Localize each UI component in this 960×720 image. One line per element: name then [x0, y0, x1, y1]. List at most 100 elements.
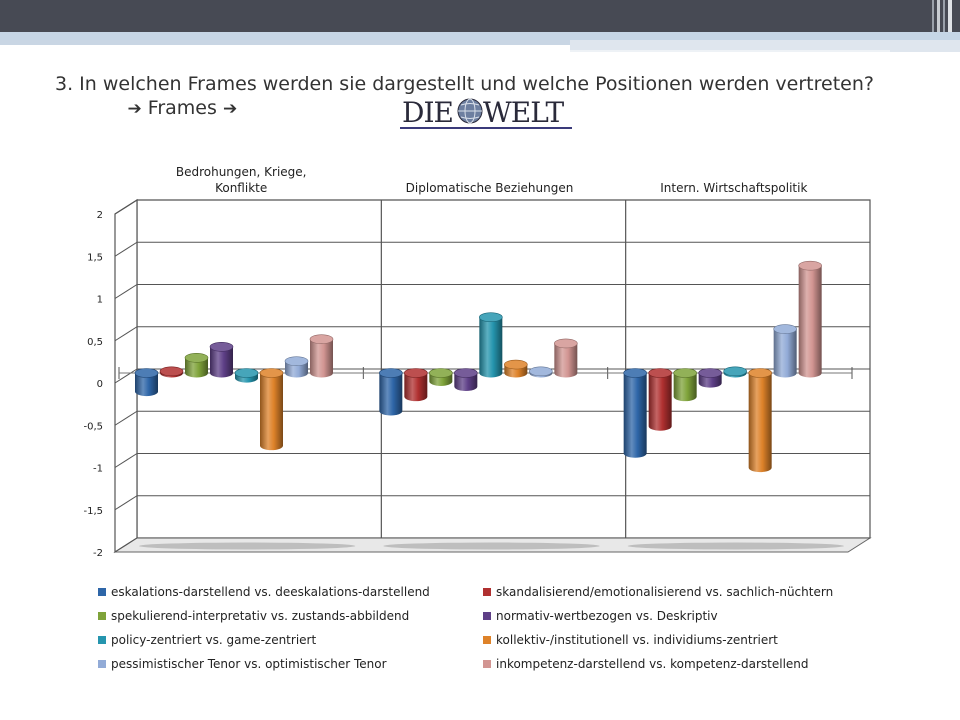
legend-label: kollektiv-/institutionell vs. individium…: [496, 633, 778, 647]
bar: [134, 368, 159, 397]
bar-top: [309, 334, 334, 345]
header-band: [0, 32, 960, 40]
bar: [623, 368, 647, 458]
logo-underline: [400, 127, 572, 129]
legend-label: normativ-wertbezogen vs. Deskriptiv: [496, 609, 718, 623]
y-axis-ticks: 2 1,5 1 0,5 0 -0,5 -1 -1,5 -2: [83, 210, 103, 559]
y-tick-label: -1,5: [83, 506, 103, 517]
arrow-icon: ➔: [127, 99, 142, 119]
bar: [429, 368, 453, 386]
bar: [673, 368, 697, 402]
legend-label: spekulierend-interpretativ vs. zustands-…: [111, 609, 410, 623]
legend-swatch: [98, 612, 106, 620]
bar-top: [379, 368, 403, 378]
bar: [723, 366, 747, 378]
bar: [648, 368, 672, 431]
bar-body: [185, 357, 208, 378]
bar-top: [698, 368, 722, 378]
bar-top: [554, 338, 578, 349]
bar-body: [773, 329, 797, 378]
bar-body: [648, 373, 672, 431]
y-tick-label: -2: [93, 548, 103, 559]
bar: [504, 359, 528, 378]
floor-shadow: [139, 542, 356, 550]
decorative-stripes: [932, 0, 952, 32]
bar-chart: 2 1,5 1 0,5 0 -0,5 -1 -1,5 -2 Bedrohungen, Krieg…: [83, 165, 872, 559]
legend-swatch: [483, 612, 491, 620]
bar-top: [748, 368, 772, 378]
y-tick-label: 1,5: [87, 252, 103, 263]
bar-body: [454, 373, 478, 392]
gridline-side: [114, 410, 138, 426]
legend-label: skandalisierend/emotionalisierend vs. sa…: [496, 585, 834, 599]
legend: eskalations-darstellend vs. deeskalation…: [90, 582, 880, 685]
gridline-side: [114, 495, 138, 511]
bar-body: [554, 343, 578, 378]
bar: [184, 352, 209, 378]
bar-top: [723, 366, 747, 377]
bar-top: [184, 352, 209, 363]
bar: [748, 368, 772, 473]
bar: [234, 368, 259, 383]
bar: [773, 324, 797, 378]
bar-top: [623, 368, 647, 378]
bar: [454, 368, 478, 392]
bar-body: [623, 373, 647, 458]
bars: [134, 260, 822, 473]
legend-swatch: [483, 636, 491, 644]
gridline-side: [114, 453, 138, 468]
bar: [209, 342, 234, 378]
gridline-side: [114, 199, 138, 215]
y-tick-label: -1: [93, 464, 103, 475]
bar-top: [159, 366, 184, 377]
category-label: Diplomatische Beziehungen: [406, 181, 574, 195]
bar-body: [135, 373, 158, 397]
frames-label: Frames: [147, 97, 217, 119]
bar-top: [234, 368, 259, 378]
bar-top: [798, 260, 822, 271]
y-tick-label: 0,5: [87, 337, 103, 348]
category-label: Intern. Wirtschaftspolitik: [660, 181, 807, 195]
bar-top: [454, 368, 478, 378]
bar-body: [379, 373, 403, 416]
bar-body: [479, 317, 503, 378]
bar-top: [529, 366, 553, 377]
legend-label: eskalations-darstellend vs. deeskalation…: [111, 585, 430, 599]
bar: [159, 366, 184, 378]
bar-body: [404, 373, 428, 402]
bar-top: [773, 324, 797, 334]
bar-top: [504, 359, 528, 370]
bar: [259, 368, 284, 451]
globe-icon: [457, 98, 483, 124]
bar-top: [284, 356, 309, 366]
die-welt-logo: DIE WELT: [400, 96, 572, 129]
legend-swatch: [483, 660, 491, 668]
bar-body: [798, 265, 822, 378]
bar-top: [209, 342, 234, 352]
category-labels: Bedrohungen, Kriege, Konflikte Diplomatisc…: [176, 165, 808, 195]
gridline-side: [114, 537, 138, 553]
gridline-side: [114, 368, 138, 384]
bar: [379, 368, 403, 416]
bar-top: [673, 368, 697, 378]
header-band-right: [570, 40, 960, 52]
gridline-side: [114, 241, 138, 257]
logo-text-right: WELT: [483, 96, 565, 129]
y-tick-label: 0: [97, 379, 103, 390]
legend-label: policy-zentriert vs. game-zentriert: [111, 633, 317, 647]
bar-body: [210, 346, 233, 378]
bar-top: [648, 368, 672, 378]
bar: [698, 368, 722, 388]
floor-shadow: [627, 542, 844, 550]
legend-label: pessimistischer Tenor vs. optimistischer…: [111, 657, 387, 671]
bar-top: [429, 368, 453, 378]
bar-body: [260, 373, 283, 451]
bar: [529, 366, 553, 378]
arrow-icon: ➔: [222, 99, 238, 119]
legend-swatch: [483, 588, 491, 596]
bar: [284, 356, 309, 378]
title-text: 3. In welchen Frames werden sie dargeste…: [55, 73, 874, 95]
bar: [798, 260, 822, 378]
legend-swatch: [98, 636, 106, 644]
floor-shadow: [383, 542, 600, 550]
